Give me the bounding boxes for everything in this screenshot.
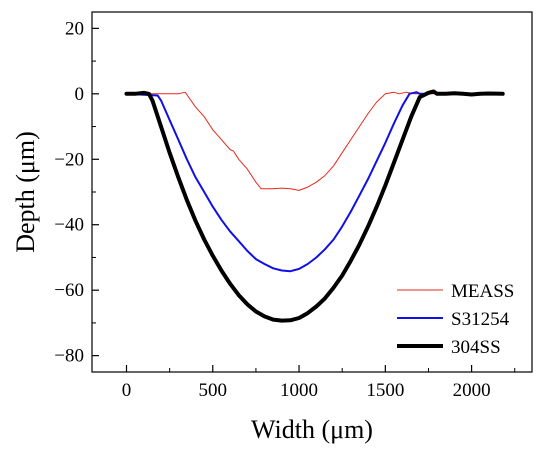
series-lines	[124, 89, 505, 323]
legend-label-s31254: S31254	[451, 309, 510, 330]
series-line-304ss	[124, 89, 505, 323]
y-tick-label: 20	[65, 18, 84, 39]
y-axis-title: Depth (μm)	[11, 131, 40, 253]
x-tick-label: 1000	[280, 380, 318, 401]
series-line-meass	[126, 91, 504, 191]
x-tick-label: 0	[122, 380, 132, 401]
x-tick-label: 500	[199, 380, 228, 401]
x-axis-ticks: 0 500 1000 1500 2000	[122, 365, 516, 401]
y-axis-ticks: 20 0 −20 −40 −60 −80	[54, 18, 99, 367]
x-axis-title: Width (μm)	[251, 415, 373, 444]
y-tick-label: −60	[54, 280, 84, 301]
y-tick-label: 0	[75, 84, 85, 105]
series-line-s31254	[125, 91, 425, 273]
legend-label-304ss: 304SS	[451, 337, 501, 358]
y-tick-label: −80	[54, 346, 84, 367]
legend-label-meass: MEASS	[451, 281, 514, 302]
x-tick-label: 2000	[453, 380, 491, 401]
y-tick-label: −40	[54, 215, 84, 236]
x-tick-label: 1500	[366, 380, 404, 401]
plot-frame	[91, 11, 533, 373]
y-tick-label: −20	[54, 149, 84, 170]
legend: MEASS S31254 304SS	[397, 281, 514, 358]
